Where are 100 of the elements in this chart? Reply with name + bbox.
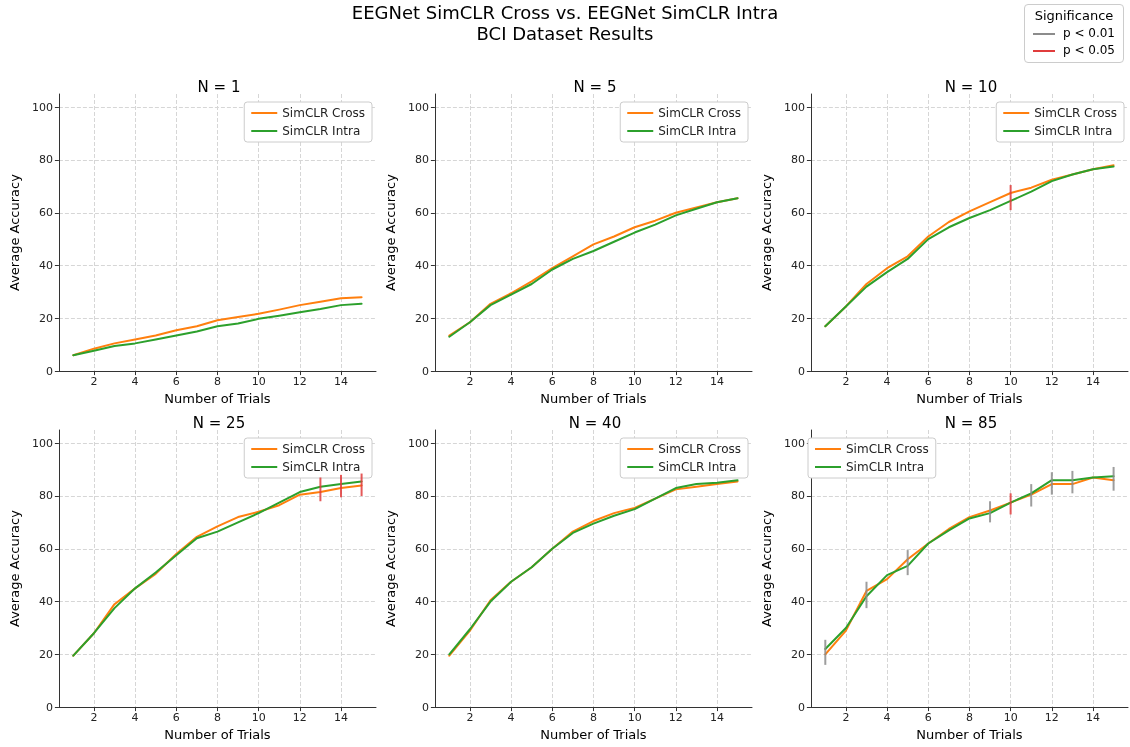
x-tick-label: 4	[507, 375, 515, 389]
text: BCI Dataset Results	[476, 23, 654, 44]
y-tick-label: 0	[797, 364, 805, 378]
chart-title: N = 5	[573, 77, 617, 96]
chart-title: N = 40	[568, 413, 622, 432]
x-axis-title: Number of Trials	[164, 391, 271, 406]
bar	[1112, 466, 1115, 491]
y-tick-label: 60	[38, 206, 53, 220]
y-axis-title: Average Accuracy	[759, 173, 774, 291]
x-tick-label: 6	[924, 711, 932, 725]
y-tick-label: 100	[31, 100, 53, 114]
y-tick-label: 60	[790, 542, 805, 556]
x-tick-label: 10	[627, 711, 642, 725]
legend-label: SimCLR Intra	[282, 460, 361, 474]
y-tick-label: 0	[45, 364, 53, 378]
bar	[906, 550, 909, 576]
legend-label: SimCLR Cross	[282, 442, 366, 456]
y-tick-label: 100	[783, 436, 805, 450]
y-axis-title: Average Accuracy	[7, 509, 22, 627]
x-axis-title: Number of Trials	[916, 391, 1023, 406]
y-tick-label: 0	[421, 700, 429, 714]
y-tick-label: 40	[414, 595, 429, 609]
legend-label: SimCLR Cross	[1034, 106, 1118, 120]
legend-label: p < 0.05	[1062, 42, 1115, 59]
x-tick-label: 6	[172, 711, 180, 725]
x-tick-label: 6	[548, 711, 556, 725]
bar	[865, 581, 868, 609]
x-tick-label: 14	[1085, 711, 1100, 725]
legend-label: p < 0.01	[1062, 25, 1115, 42]
x-tick-label: 10	[251, 375, 266, 389]
legend-label: SimCLR Intra	[282, 124, 361, 138]
x-tick-label: 12	[292, 711, 307, 725]
chart-title: N = 25	[192, 413, 246, 432]
y-tick-label: 100	[783, 100, 805, 114]
x-tick-label: 12	[668, 375, 683, 389]
x-tick-label: 4	[507, 711, 515, 725]
x-axis-title: Number of Trials	[164, 727, 271, 742]
bar	[824, 639, 827, 665]
bar	[989, 501, 992, 523]
x-tick-label: 4	[883, 375, 891, 389]
x-tick-label: 8	[213, 711, 221, 725]
y-tick-label: 20	[38, 311, 53, 325]
y-tick-label: 80	[790, 489, 805, 503]
legend-label: SimCLR Intra	[658, 460, 737, 474]
y-tick-label: 100	[407, 436, 429, 450]
x-tick-label: 10	[1003, 711, 1018, 725]
y-tick-label: 40	[38, 259, 53, 273]
y-axis-title: Average Accuracy	[383, 509, 398, 627]
x-tick-label: 2	[842, 711, 850, 725]
y-tick-label: 100	[407, 100, 429, 114]
x-tick-label: 12	[292, 375, 307, 389]
x-tick-label: 8	[213, 375, 221, 389]
legend-label: SimCLR Intra	[658, 124, 737, 138]
y-tick-label: 40	[790, 259, 805, 273]
y-tick-label: 80	[38, 489, 53, 503]
y-tick-label: 60	[38, 542, 53, 556]
x-tick-label: 14	[333, 711, 348, 725]
y-tick-label: 40	[790, 595, 805, 609]
y-tick-label: 0	[45, 700, 53, 714]
y-tick-label: 60	[414, 206, 429, 220]
bar	[1050, 472, 1053, 495]
y-tick-label: 0	[421, 364, 429, 378]
x-tick-label: 6	[172, 375, 180, 389]
x-tick-label: 2	[466, 711, 474, 725]
x-tick-label: 10	[1003, 375, 1018, 389]
x-tick-label: 14	[1085, 375, 1100, 389]
x-tick-label: 8	[965, 375, 973, 389]
chart-title: N = 1	[197, 77, 241, 96]
x-tick-label: 6	[548, 375, 556, 389]
y-tick-label: 20	[414, 647, 429, 661]
x-tick-label: 12	[668, 711, 683, 725]
x-tick-label: 10	[627, 375, 642, 389]
legend-label: SimCLR Cross	[658, 442, 742, 456]
x-tick-label: 14	[709, 711, 724, 725]
y-tick-label: 0	[797, 700, 805, 714]
y-axis-title: Average Accuracy	[383, 173, 398, 291]
y-tick-label: 20	[414, 311, 429, 325]
chart-title: N = 85	[944, 413, 998, 432]
x-tick-label: 8	[965, 711, 973, 725]
legend-label: SimCLR Intra	[846, 460, 924, 474]
x-tick-label: 12	[1044, 375, 1059, 389]
x-tick-label: 4	[131, 375, 139, 389]
x-tick-label: 14	[333, 375, 348, 389]
y-tick-label: 100	[31, 436, 53, 450]
y-tick-label: 40	[38, 595, 53, 609]
y-tick-label: 60	[414, 542, 429, 556]
x-tick-label: 4	[883, 711, 891, 725]
legend-label: SimCLR Intra	[1034, 124, 1113, 138]
x-axis-title: Number of Trials	[916, 727, 1023, 742]
x-tick-label: 10	[251, 711, 266, 725]
legend-label: SimCLR Cross	[282, 106, 366, 120]
y-tick-label: 80	[414, 489, 429, 503]
y-tick-label: 60	[790, 206, 805, 220]
x-tick-label: 2	[90, 375, 98, 389]
x-tick-label: 4	[131, 711, 139, 725]
bar	[1071, 470, 1074, 494]
x-axis-title: Number of Trials	[540, 391, 647, 406]
legend-label: SimCLR Cross	[658, 106, 742, 120]
text: EEGNet SimCLR Cross vs. EEGNet SimCLR Intra	[351, 2, 779, 23]
x-tick-label: 8	[589, 375, 597, 389]
